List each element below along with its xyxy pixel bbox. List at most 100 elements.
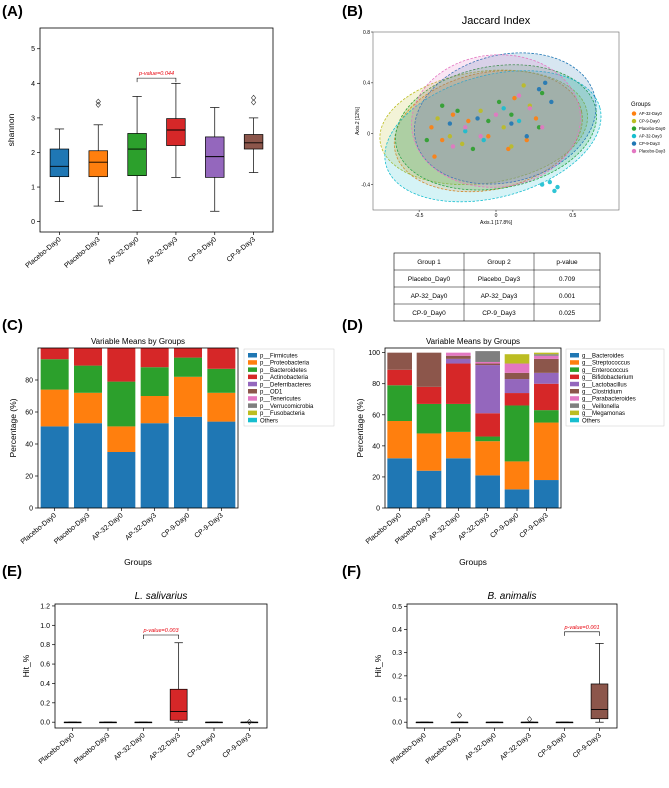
legend: p__Firmicutesp__Proteobacteriap__Bactero… — [243, 348, 335, 427]
legend: Groups AP-32-Day0 CP-9-Day0 Placebo-Day0 AP-… — [631, 102, 666, 154]
box-ap-32-day3 — [169, 642, 188, 723]
chart-title: B. animalis — [488, 591, 537, 602]
x-tick-label: CP-9-Day0 — [489, 512, 520, 540]
table-cell-group1: Placebo_Day0 — [408, 276, 451, 283]
legend-swatch — [631, 133, 637, 139]
stack-placebo-day0 — [387, 352, 412, 508]
y-tick-label: 20 — [372, 474, 380, 481]
sample-point — [539, 90, 545, 96]
segment-g-clostridium — [416, 352, 442, 387]
y-tick-label: 1.2 — [40, 603, 50, 610]
box-placebo-day3 — [99, 721, 117, 724]
segment-g-streptococcus — [446, 431, 471, 459]
x-tick-label: 0.5 — [569, 213, 576, 219]
y-tick-label: 0 — [31, 219, 35, 226]
panel-label-b: (B) — [342, 3, 363, 20]
x-tick-label: AP-32-Day0 — [464, 732, 498, 762]
segment-g-enterococcus — [504, 405, 530, 462]
points-placebo-day0 — [424, 90, 545, 152]
legend: g__Bacteroidesg__Streptococcusg__Enteroc… — [565, 348, 665, 427]
y-tick-label: 0.0 — [40, 720, 50, 727]
x-tick-label: AP-32-Day0 — [113, 732, 147, 762]
panel-label-d: (D) — [342, 317, 363, 334]
y-tick-label: 0 — [376, 506, 380, 513]
table-cell-p-value: 0.025 — [559, 310, 576, 317]
legend-swatch — [248, 367, 257, 372]
legend-swatch — [248, 360, 257, 365]
stack-cp-9-day3 — [207, 348, 236, 508]
plot-frame — [39, 27, 274, 233]
x-tick-label: Placebo-Day3 — [63, 236, 101, 270]
legend-label: g__Parabacteroides — [582, 397, 636, 403]
x-tick-label: CP-9-Day0 — [537, 732, 568, 760]
x-tick-label: CP-9-Day0 — [187, 236, 218, 264]
segment-g-streptococcus — [534, 422, 559, 481]
points-ap-32-day0 — [429, 95, 539, 159]
sample-point — [555, 184, 560, 190]
segment-g-bifidobacterium — [534, 383, 559, 411]
y-axis-label: shannon — [6, 113, 16, 146]
legend-swatch — [570, 389, 579, 394]
iqr-box — [205, 136, 225, 178]
sample-point — [549, 99, 554, 105]
segment-p-actinobacteria — [174, 348, 202, 358]
legend-swatch — [570, 367, 579, 372]
legend-label: CP-9-Day0 — [639, 119, 660, 124]
outlier-point — [95, 98, 101, 105]
y-tick-label: 0.4 — [392, 627, 402, 634]
sample-point — [486, 134, 491, 139]
legend-swatch — [248, 410, 257, 416]
segment-g-megamonas — [504, 354, 530, 364]
y-tick-label: 60 — [372, 412, 380, 419]
y-tick-label: 2 — [31, 150, 35, 157]
sample-point — [432, 154, 437, 159]
iqr-box — [127, 133, 147, 176]
chart-title: Variable Means by Groups — [91, 337, 185, 346]
stack-ap-32-day3 — [140, 348, 169, 508]
x-tick-label: Placebo-Day0 — [25, 236, 63, 270]
x-tick-label: -0.5 — [415, 213, 424, 219]
segment-g-clostridium — [475, 363, 500, 366]
significance-bracket — [136, 77, 177, 83]
stack-placebo-day3 — [74, 348, 102, 508]
segment-g-lactobacillus — [534, 372, 559, 384]
x-tick-label: CP-9-Day3 — [226, 236, 257, 264]
box-placebo-day0 — [63, 721, 82, 724]
legend-label: p__Verrucomicrobia — [260, 404, 314, 410]
y-tick-label: 0.1 — [392, 697, 402, 704]
segment-p-actinobacteria — [207, 348, 236, 369]
legend-label: g__Bacteroides — [582, 354, 624, 360]
segment-p-proteobacteria — [207, 392, 236, 422]
y-tick-label: 0.4 — [363, 81, 370, 87]
legend-swatch — [570, 403, 579, 408]
sample-point — [524, 134, 529, 139]
legend-label: p__Proteobacteria — [260, 361, 310, 367]
box-placebo-day0 — [49, 128, 70, 202]
segment-g-streptococcus — [416, 433, 442, 471]
panel-c-phylum-stacked-bars: Variable Means by Groups Percentage (%) Gr… — [8, 337, 335, 567]
segment-p-actinobacteria — [140, 348, 169, 368]
sample-point — [429, 125, 434, 130]
box-ap-32-day0 — [485, 721, 504, 724]
box-placebo-day3 — [88, 98, 108, 207]
y-axis-label: Percentage (%) — [8, 398, 18, 457]
legend-swatch — [631, 126, 637, 131]
segment-g-clostridium — [446, 355, 471, 359]
legend-swatch — [570, 410, 579, 416]
x-tick-label: AP-32-Day3 — [499, 732, 533, 762]
p-value-label: p-value=0.003 — [142, 628, 179, 634]
segment-p-proteobacteria — [40, 389, 69, 427]
legend-swatch — [248, 353, 257, 358]
chart-title: Variable Means by Groups — [426, 337, 520, 346]
x-tick-label: AP-32-Day0 — [428, 512, 462, 542]
legend-box — [565, 348, 665, 427]
segment-p-firmicutes — [140, 423, 169, 508]
sample-point — [506, 146, 511, 152]
segment-g-bifidobacterium — [416, 386, 442, 404]
sample-point — [539, 125, 545, 130]
segment-p-actinobacteria — [40, 348, 69, 360]
x-tick-label: AP-32-Day0 — [91, 512, 125, 542]
legend-label: g__Streptococcus — [582, 361, 630, 367]
points-ap-32-day3 — [463, 106, 560, 194]
segment-p-proteobacteria — [140, 396, 169, 424]
